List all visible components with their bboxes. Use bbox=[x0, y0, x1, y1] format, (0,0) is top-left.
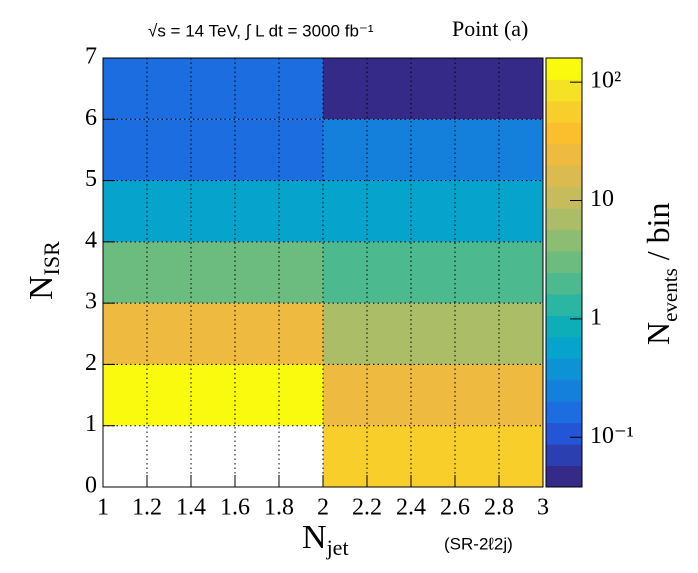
colorbar-step bbox=[546, 422, 582, 445]
z-axis-label: Nevents / bin bbox=[640, 202, 681, 345]
heatmap-cell bbox=[103, 180, 323, 242]
x-tick-label: 1.4 bbox=[176, 495, 206, 521]
x-tick-label: 2.8 bbox=[484, 495, 514, 521]
colorbar-step bbox=[546, 58, 582, 80]
x-axis-label: Njet bbox=[302, 519, 349, 560]
colorbar-frame bbox=[545, 57, 583, 488]
colorbar-step bbox=[546, 401, 582, 424]
z-tick-label: 10² bbox=[590, 68, 621, 94]
colorbar-step bbox=[546, 251, 582, 273]
colorbar-step bbox=[546, 465, 582, 488]
heatmap-cell bbox=[323, 58, 543, 120]
x-tick-label: 2 bbox=[317, 495, 329, 521]
colorbar-step bbox=[546, 165, 582, 188]
colorbar-step bbox=[546, 100, 582, 123]
y-tick-label: 7 bbox=[85, 44, 97, 70]
z-tick-label: 10⁻¹ bbox=[590, 423, 634, 449]
annotation: Point (a) bbox=[452, 16, 528, 41]
colorbar-step bbox=[546, 272, 582, 295]
colorbar-step bbox=[546, 379, 582, 402]
x-tick-label: 1.2 bbox=[132, 495, 162, 521]
x-tick-label: 2.2 bbox=[352, 495, 382, 521]
x-tick-label: 3 bbox=[537, 495, 549, 521]
y-axis-label: NISR bbox=[23, 241, 64, 300]
heatmap-cell bbox=[323, 180, 543, 242]
heatmap-cell bbox=[323, 241, 543, 304]
z-tick-label: 1 bbox=[590, 304, 602, 330]
heatmap-cell bbox=[103, 364, 323, 426]
plot-frame bbox=[102, 57, 544, 488]
z-tick-label: 10 bbox=[590, 186, 614, 212]
colorbar-step bbox=[546, 186, 582, 209]
annotation: (SR-2ℓ2j) bbox=[444, 534, 513, 553]
x-tick-label: 1.6 bbox=[220, 495, 250, 521]
colorbar-step bbox=[546, 229, 582, 252]
heatmap-cell bbox=[323, 425, 543, 487]
y-tick-label: 0 bbox=[85, 473, 97, 499]
colorbar-step bbox=[546, 208, 582, 231]
colorbar-step bbox=[546, 358, 582, 381]
colorbar-step bbox=[546, 315, 582, 338]
colorbar-step bbox=[546, 444, 582, 467]
x-tick-label: 2.4 bbox=[396, 495, 426, 521]
heatmap-cell bbox=[323, 303, 543, 365]
y-tick-label: 2 bbox=[85, 350, 97, 376]
heatmap-cell bbox=[103, 58, 323, 120]
colorbar-step bbox=[546, 293, 582, 316]
heatmap-cell bbox=[103, 241, 323, 304]
heatmap-cell bbox=[323, 119, 543, 181]
chart-title: √s = 14 TeV, ∫ L dt = 3000 fb⁻¹ bbox=[148, 21, 374, 40]
colorbar-step bbox=[546, 143, 582, 166]
y-tick-label: 3 bbox=[85, 289, 97, 315]
heatmap-cell bbox=[103, 119, 323, 181]
heatmap-cell bbox=[323, 364, 543, 426]
y-tick-label: 6 bbox=[85, 105, 97, 131]
x-tick-label: 1 bbox=[97, 495, 109, 521]
colorbar-step bbox=[546, 336, 582, 359]
colorbar-step bbox=[546, 79, 582, 102]
colorbar-step bbox=[546, 122, 582, 145]
y-tick-label: 4 bbox=[85, 227, 97, 253]
y-tick-label: 1 bbox=[85, 411, 97, 437]
x-tick-label: 1.8 bbox=[264, 495, 294, 521]
x-tick-label: 2.6 bbox=[440, 495, 470, 521]
heatmap-cell bbox=[103, 303, 323, 365]
y-tick-label: 5 bbox=[85, 166, 97, 192]
